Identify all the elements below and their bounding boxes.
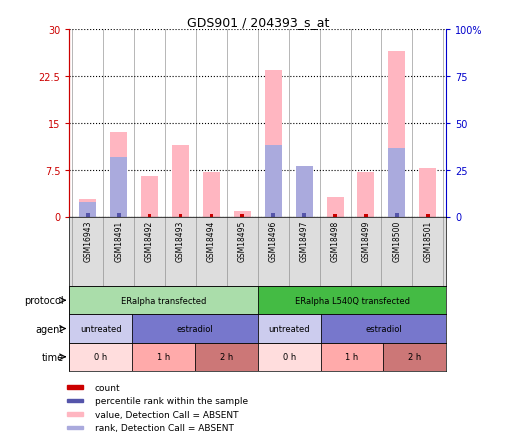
Bar xyxy=(302,214,306,217)
Bar xyxy=(86,214,90,217)
Text: rank, Detection Call = ABSENT: rank, Detection Call = ABSENT xyxy=(95,423,233,432)
Bar xyxy=(179,214,183,217)
Bar xyxy=(265,71,282,217)
FancyBboxPatch shape xyxy=(258,343,321,371)
Bar xyxy=(67,426,83,429)
Bar xyxy=(172,145,189,217)
Bar xyxy=(117,214,121,217)
Text: untreated: untreated xyxy=(80,324,122,333)
Text: GSM18497: GSM18497 xyxy=(300,220,309,262)
Text: GSM18493: GSM18493 xyxy=(176,220,185,262)
FancyBboxPatch shape xyxy=(321,315,446,343)
Bar xyxy=(241,214,244,217)
Text: untreated: untreated xyxy=(268,324,310,333)
Bar xyxy=(358,172,374,217)
Bar xyxy=(148,214,151,217)
Bar xyxy=(210,214,213,217)
Bar xyxy=(203,172,220,217)
Text: estradiol: estradiol xyxy=(176,324,213,333)
Text: GSM18496: GSM18496 xyxy=(269,220,278,262)
Bar xyxy=(327,197,344,217)
Bar xyxy=(295,167,312,217)
Text: GSM18499: GSM18499 xyxy=(362,220,370,262)
Bar xyxy=(388,52,405,217)
Bar xyxy=(67,399,83,402)
FancyBboxPatch shape xyxy=(69,343,132,371)
Text: GSM18498: GSM18498 xyxy=(330,220,340,262)
Text: 1 h: 1 h xyxy=(157,352,170,362)
Text: 1 h: 1 h xyxy=(345,352,359,362)
Text: GSM18494: GSM18494 xyxy=(207,220,216,262)
FancyBboxPatch shape xyxy=(258,315,321,343)
Bar xyxy=(419,168,436,217)
Bar xyxy=(234,211,251,217)
Text: 0 h: 0 h xyxy=(94,352,107,362)
Text: estradiol: estradiol xyxy=(365,324,402,333)
Bar xyxy=(80,203,96,217)
Bar xyxy=(67,385,83,389)
Bar xyxy=(110,133,127,217)
Bar xyxy=(110,158,127,217)
Bar xyxy=(271,214,275,217)
Text: percentile rank within the sample: percentile rank within the sample xyxy=(95,396,248,405)
Bar xyxy=(80,200,96,217)
FancyBboxPatch shape xyxy=(258,286,446,315)
Title: GDS901 / 204393_s_at: GDS901 / 204393_s_at xyxy=(187,16,329,29)
FancyBboxPatch shape xyxy=(132,315,258,343)
Bar xyxy=(426,214,429,217)
FancyBboxPatch shape xyxy=(132,343,195,371)
Bar xyxy=(86,214,90,217)
Bar xyxy=(117,214,121,217)
Bar xyxy=(67,412,83,416)
FancyBboxPatch shape xyxy=(195,343,258,371)
Bar xyxy=(295,167,312,217)
Text: ERalpha L540Q transfected: ERalpha L540Q transfected xyxy=(294,296,409,305)
Bar xyxy=(141,177,158,217)
Bar xyxy=(333,214,337,217)
FancyBboxPatch shape xyxy=(69,286,258,315)
Text: count: count xyxy=(95,383,121,391)
FancyBboxPatch shape xyxy=(321,343,383,371)
Bar xyxy=(388,148,405,217)
Bar xyxy=(271,214,275,217)
Bar xyxy=(395,214,399,217)
FancyBboxPatch shape xyxy=(69,315,132,343)
Bar xyxy=(395,214,399,217)
Text: value, Detection Call = ABSENT: value, Detection Call = ABSENT xyxy=(95,410,238,418)
Bar xyxy=(302,214,306,217)
Bar xyxy=(364,214,368,217)
Text: GSM18500: GSM18500 xyxy=(392,220,401,262)
Text: ERalpha transfected: ERalpha transfected xyxy=(121,296,206,305)
Text: time: time xyxy=(42,352,64,362)
Text: agent: agent xyxy=(36,324,64,334)
Text: GSM18492: GSM18492 xyxy=(145,220,154,262)
Text: GSM18501: GSM18501 xyxy=(423,220,432,262)
Text: 2 h: 2 h xyxy=(220,352,233,362)
Text: 2 h: 2 h xyxy=(408,352,422,362)
FancyBboxPatch shape xyxy=(383,343,446,371)
Text: GSM16943: GSM16943 xyxy=(83,220,92,262)
Text: 0 h: 0 h xyxy=(283,352,296,362)
Bar xyxy=(265,145,282,217)
Text: GSM18491: GSM18491 xyxy=(114,220,123,262)
Text: GSM18495: GSM18495 xyxy=(238,220,247,262)
Text: protocol: protocol xyxy=(25,296,64,306)
